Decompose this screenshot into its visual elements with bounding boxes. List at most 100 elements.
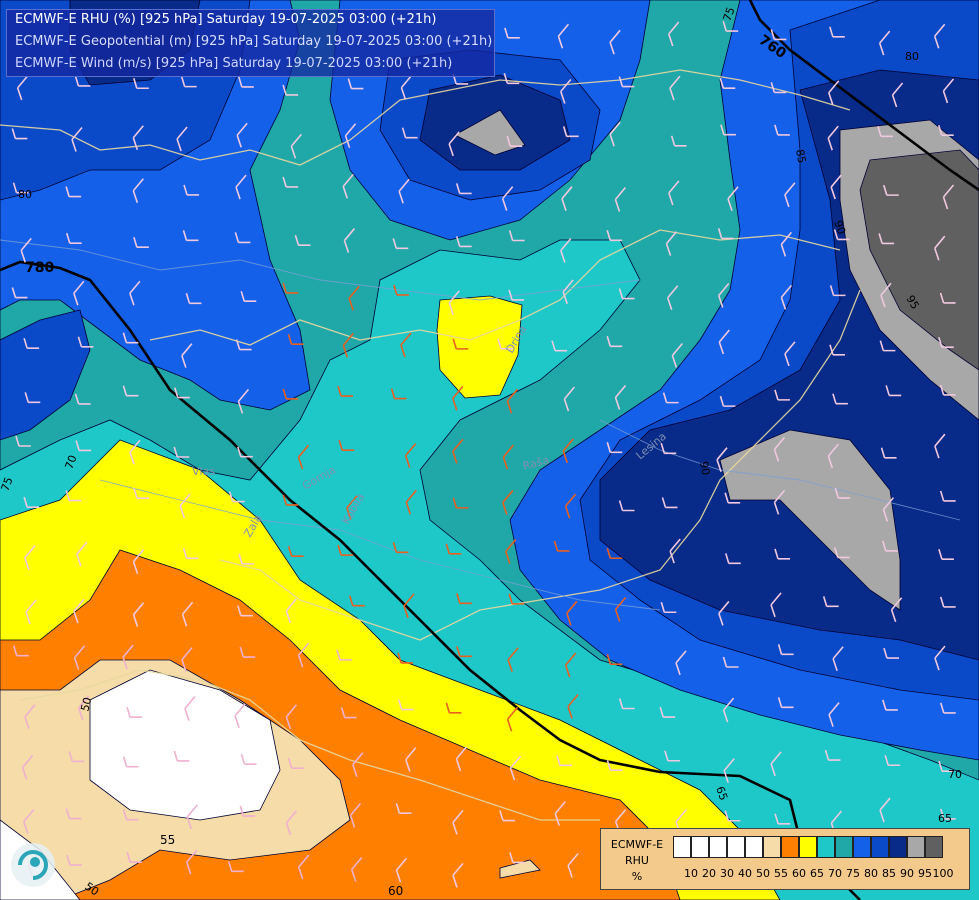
wind-barb [392,542,409,554]
wind-barb [506,135,523,147]
wind-barb [829,344,845,356]
wind-barb [669,75,681,101]
legend-swatch [907,836,925,858]
wind-barb [452,809,464,835]
legend-tick-label: 95 [918,867,932,880]
wind-barb [350,857,363,882]
legend-swatch [691,836,709,858]
legend-tick-label: 75 [846,867,860,880]
wind-barb [445,543,462,555]
wind-barb [884,755,901,767]
wind-barb [877,126,893,138]
wind-barb [73,645,86,671]
wind-barb [882,497,895,522]
legend-tick-label: 60 [792,867,806,880]
wind-barb [71,126,83,152]
legend-swatch [781,836,799,858]
wind-barb [938,336,954,348]
wind-barb [501,186,514,211]
wind-barb [609,121,621,147]
wind-barb [940,808,956,820]
wind-barb [560,238,572,263]
rhu-label-80-top-right: 80 [905,50,919,63]
geo-contour-780 [0,260,861,900]
wind-barb [939,490,956,502]
wind-barb [770,592,782,618]
wind-barb [770,82,787,94]
wind-barb [282,176,299,188]
wind-barb [336,649,352,661]
geo-label-780: 780 [25,260,54,276]
wind-barb [181,601,194,627]
wind-barb [184,696,196,721]
wind-barb [553,540,570,552]
rhu-band-80-85-lowleft [0,309,91,441]
wind-barb [180,76,197,88]
legend-swatch [889,836,907,858]
wind-barb [670,135,687,147]
wind-barb [452,338,469,350]
wind-barb [337,385,354,397]
wind-barb [129,280,141,306]
wind-barb [24,704,36,730]
wind-barb [176,126,188,152]
wind-barb [133,487,149,499]
wind-barb [618,500,635,512]
wind-barb [77,695,90,721]
wind-barb [830,174,842,200]
wind-barb [939,292,956,304]
wind-barb [671,342,684,368]
legend-swatch [853,836,871,858]
wind-barb [718,329,730,355]
rhu-label-90-center: 90 [697,460,712,476]
wind-barb [606,230,623,242]
wind-barb [939,702,956,714]
title-wind: ECMWF-E Wind (m/s) [925 hPa] Saturday 19… [15,56,453,71]
wind-barb [719,395,736,407]
wind-barb [566,600,578,626]
wind-barb [132,549,145,574]
wind-barb [65,808,82,820]
wind-barb [344,123,357,149]
wind-barb [455,236,472,248]
title-geopotential: ECMWF-E Geopotential (m) [925 hPa] Satur… [15,34,493,49]
wind-barb [234,232,251,244]
wind-barb [562,438,574,464]
wind-barb [287,545,304,557]
legend-tick-label: 10 [684,867,698,880]
wind-barb [182,230,199,242]
wind-barb [338,439,355,452]
wind-barb [455,746,468,772]
wind-barb [661,497,678,509]
wind-barb [239,805,256,817]
wind-barb [564,493,577,519]
legend-tick-label: 55 [774,867,788,880]
wind-barb [23,496,40,508]
wind-barb [883,184,899,196]
title-box: ECMWF-E RHU (%) [925 hPa] Saturday 19-07… [6,9,495,77]
wind-barb [73,280,85,306]
wind-barb [832,393,848,405]
place-label-vlasina: Vlas [192,465,215,478]
wind-barb [668,180,680,206]
wind-barb [403,593,415,619]
wind-barb [65,232,82,244]
wind-barb [179,493,191,519]
wind-barb [352,752,364,777]
wind-barb [938,548,954,560]
wind-barb [828,80,840,105]
wind-barb [401,127,418,139]
wind-barb [122,332,139,344]
wind-barb [239,646,256,658]
rhu-band-60-65-center [436,295,523,399]
legend-swatch [709,836,727,858]
wind-barb [11,287,28,299]
wind-barb [173,750,190,762]
wind-barb [287,333,304,345]
legend-tick-label: 30 [720,867,734,880]
wind-barb [880,282,892,308]
wind-barb [885,385,902,397]
wind-barb [228,491,245,503]
wind-barb [452,497,469,509]
rhu-label-70-right: 70 [948,768,962,781]
